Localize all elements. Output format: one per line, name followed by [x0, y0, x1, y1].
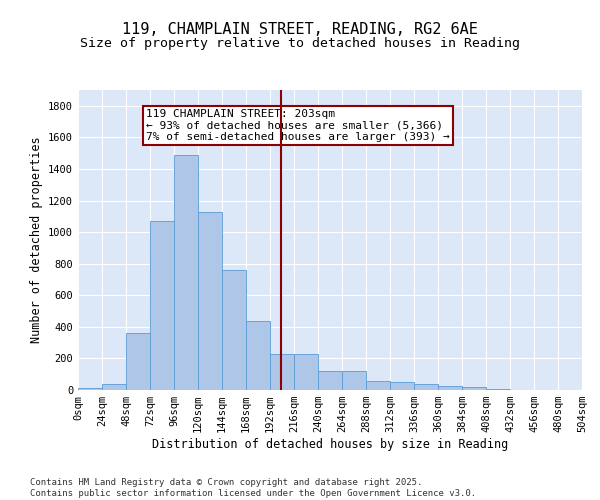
- Bar: [198, 212, 222, 390]
- X-axis label: Distribution of detached houses by size in Reading: Distribution of detached houses by size …: [152, 438, 508, 451]
- Bar: [486, 389, 510, 390]
- Text: Size of property relative to detached houses in Reading: Size of property relative to detached ho…: [80, 38, 520, 51]
- Text: 119 CHAMPLAIN STREET: 203sqm
← 93% of detached houses are smaller (5,366)
7% of : 119 CHAMPLAIN STREET: 203sqm ← 93% of de…: [146, 109, 450, 142]
- Bar: [390, 382, 414, 390]
- Bar: [342, 371, 366, 390]
- Bar: [462, 387, 486, 390]
- Bar: [78, 388, 102, 390]
- Bar: [366, 382, 390, 390]
- Y-axis label: Number of detached properties: Number of detached properties: [29, 136, 43, 344]
- Bar: [102, 384, 126, 390]
- Text: 119, CHAMPLAIN STREET, READING, RG2 6AE: 119, CHAMPLAIN STREET, READING, RG2 6AE: [122, 22, 478, 38]
- Bar: [246, 320, 270, 390]
- Bar: [222, 270, 246, 390]
- Bar: [150, 221, 174, 390]
- Bar: [318, 371, 342, 390]
- Text: Contains HM Land Registry data © Crown copyright and database right 2025.
Contai: Contains HM Land Registry data © Crown c…: [30, 478, 476, 498]
- Bar: [294, 354, 318, 390]
- Bar: [438, 386, 462, 390]
- Bar: [126, 333, 150, 390]
- Bar: [174, 154, 198, 390]
- Bar: [414, 384, 438, 390]
- Bar: [270, 354, 294, 390]
